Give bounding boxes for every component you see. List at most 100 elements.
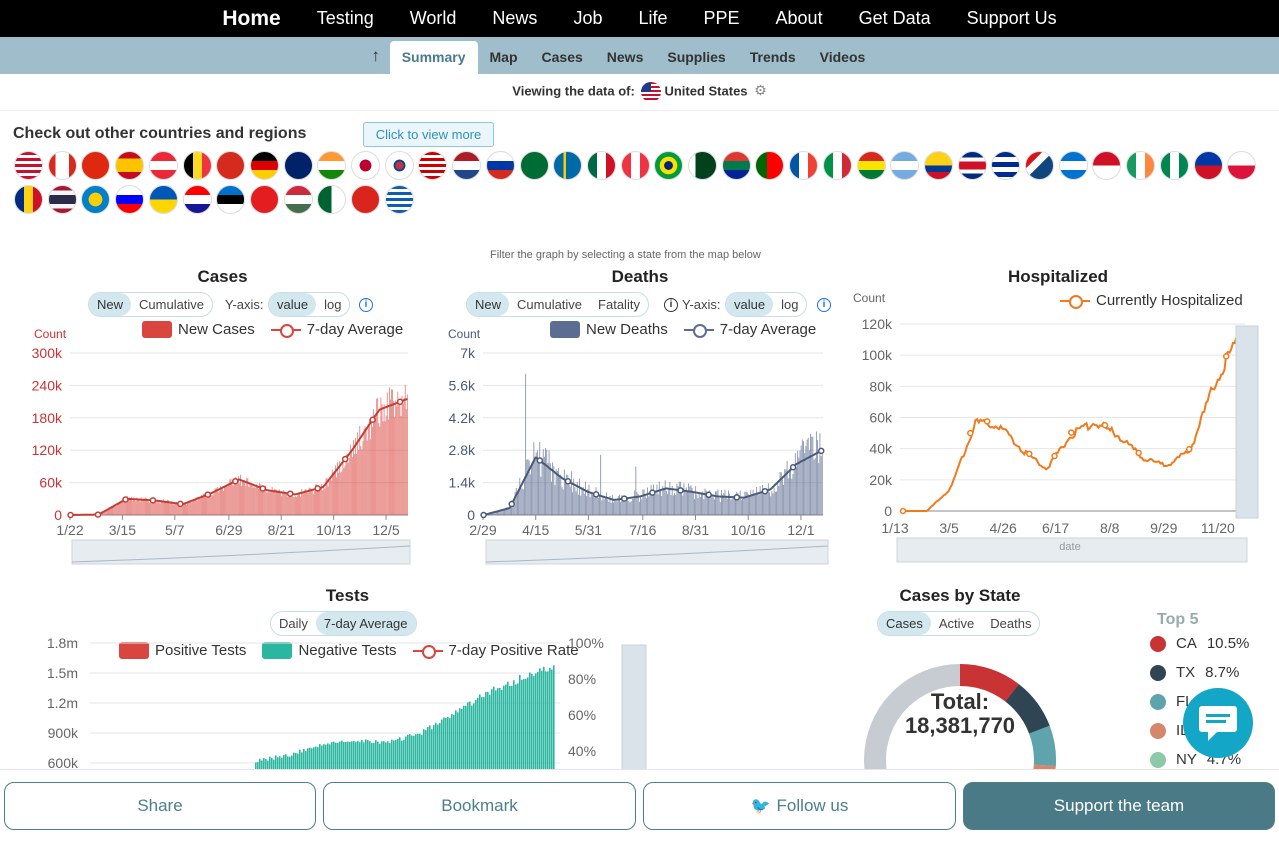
negative-tests-swatch[interactable] xyxy=(262,642,293,659)
country-flag-icon[interactable] xyxy=(182,185,212,214)
country-flag-icon[interactable] xyxy=(485,151,515,180)
country-flag-icon[interactable] xyxy=(957,151,987,180)
tab-supplies[interactable]: Supplies xyxy=(667,49,726,65)
nav-world[interactable]: World xyxy=(409,8,457,28)
share-button[interactable]: Share xyxy=(4,782,316,830)
country-flag-icon[interactable] xyxy=(81,151,111,180)
country-flag-icon[interactable] xyxy=(1058,151,1088,180)
country-flag-icon[interactable] xyxy=(351,151,380,180)
state-mode-cases[interactable]: Cases xyxy=(878,612,931,635)
country-flag-icon[interactable] xyxy=(755,151,785,180)
country-flag-icon[interactable] xyxy=(586,151,616,180)
country-flag-icon[interactable] xyxy=(115,151,145,180)
country-flag-icon[interactable] xyxy=(519,151,549,180)
country-flag-icon[interactable] xyxy=(789,151,819,180)
country-flag-icon[interactable] xyxy=(1193,151,1223,180)
country-flag-icon[interactable] xyxy=(822,151,852,180)
hosp-swatch[interactable] xyxy=(1060,294,1090,309)
gear-icon[interactable]: ⚙ xyxy=(754,82,767,99)
country-flag-icon[interactable] xyxy=(384,151,414,180)
state-mode-deaths[interactable]: Deaths xyxy=(990,616,1032,631)
country-flag-icon[interactable] xyxy=(351,185,380,214)
country-flag-icon[interactable] xyxy=(1126,151,1156,180)
nav-about[interactable]: About xyxy=(775,8,823,28)
country-flag-icon[interactable] xyxy=(148,185,178,214)
country-flag-icon[interactable] xyxy=(688,151,717,180)
country-flag-icon[interactable] xyxy=(317,151,347,180)
deaths-scale-value[interactable]: value xyxy=(726,293,774,316)
tab-cases[interactable]: Cases xyxy=(541,49,583,65)
country-flag-icon[interactable] xyxy=(216,185,246,214)
country-flag-icon[interactable] xyxy=(923,151,953,180)
country-flag-icon[interactable] xyxy=(14,151,43,180)
top5-item[interactable]: CA 10.5% xyxy=(1150,635,1249,652)
new-cases-swatch[interactable] xyxy=(142,321,172,338)
tests-mode-daily[interactable]: Daily xyxy=(279,616,308,631)
cases-scale-value[interactable]: value xyxy=(269,293,317,316)
country-flag-icon[interactable] xyxy=(384,185,414,214)
nav-job[interactable]: Job xyxy=(573,8,603,28)
chat-button[interactable] xyxy=(1183,688,1253,758)
country-flag-icon[interactable] xyxy=(249,185,279,214)
country-flag-icon[interactable] xyxy=(890,151,920,180)
deaths-avg-swatch[interactable] xyxy=(683,323,714,338)
country-flag-icon[interactable] xyxy=(1159,151,1189,180)
deaths-info-icon[interactable]: i xyxy=(817,298,831,312)
tab-summary[interactable]: Summary xyxy=(389,41,478,74)
view-more-button[interactable]: Click to view more xyxy=(363,122,494,147)
deaths-mode-cumulative[interactable]: Cumulative xyxy=(517,297,583,312)
state-mode-active[interactable]: Active xyxy=(938,616,975,631)
viewing-country[interactable]: United States xyxy=(664,83,748,99)
tab-videos[interactable]: Videos xyxy=(819,49,866,65)
country-flag-icon[interactable] xyxy=(216,151,246,180)
tab-trends[interactable]: Trends xyxy=(749,49,796,65)
nav-support-us[interactable]: Support Us xyxy=(966,8,1057,28)
country-flag-icon[interactable] xyxy=(991,151,1021,180)
country-flag-icon[interactable] xyxy=(283,151,313,180)
country-flag-icon[interactable] xyxy=(47,151,77,180)
country-flag-icon[interactable] xyxy=(317,185,347,214)
positive-rate-swatch[interactable] xyxy=(412,644,443,659)
cases-info-icon[interactable]: i xyxy=(359,298,373,312)
nav-testing[interactable]: Testing xyxy=(316,8,374,28)
tab-news[interactable]: News xyxy=(606,49,644,65)
country-flag-icon[interactable] xyxy=(148,151,178,180)
up-arrow-icon[interactable]: ↑ xyxy=(371,45,380,65)
country-flag-icon[interactable] xyxy=(654,151,684,180)
nav-news[interactable]: News xyxy=(492,8,538,28)
country-flag-icon[interactable] xyxy=(856,151,886,180)
nav-home[interactable]: Home xyxy=(222,6,281,30)
country-flag-icon[interactable] xyxy=(81,185,111,214)
support-team-button[interactable]: Support the team xyxy=(963,782,1275,830)
cases-mode-new[interactable]: New xyxy=(89,293,132,316)
country-flag-icon[interactable] xyxy=(418,151,448,180)
country-flag-icon[interactable] xyxy=(721,151,751,180)
nav-life[interactable]: Life xyxy=(638,8,668,28)
bookmark-button[interactable]: Bookmark xyxy=(323,782,636,830)
country-flag-icon[interactable] xyxy=(283,185,313,214)
country-flag-icon[interactable] xyxy=(1025,151,1054,180)
nav-ppe[interactable]: PPE xyxy=(703,8,740,28)
country-flag-icon[interactable] xyxy=(115,185,145,214)
country-flag-icon[interactable] xyxy=(249,151,279,180)
deaths-mode-fatality[interactable]: Fatality xyxy=(598,297,640,312)
country-flag-icon[interactable] xyxy=(14,185,43,214)
country-flag-icon[interactable] xyxy=(182,151,212,180)
nav-get-data[interactable]: Get Data xyxy=(858,8,931,28)
country-flag-icon[interactable] xyxy=(620,151,650,180)
follow-button[interactable]: 🐦 Follow us xyxy=(643,782,956,830)
cases-mode-cumulative[interactable]: Cumulative xyxy=(139,297,205,312)
country-flag-icon[interactable] xyxy=(1092,151,1122,180)
country-flag-icon[interactable] xyxy=(553,151,583,180)
cases-avg-swatch[interactable] xyxy=(270,323,301,338)
new-deaths-swatch[interactable] xyxy=(550,321,580,338)
cases-scale-log[interactable]: log xyxy=(324,297,342,312)
country-flag-icon[interactable] xyxy=(1227,151,1257,180)
tab-map[interactable]: Map xyxy=(489,49,518,65)
deaths-fatality-info-icon[interactable]: i xyxy=(664,298,678,312)
deaths-scale-log[interactable]: log xyxy=(781,297,799,312)
deaths-mode-new[interactable]: New xyxy=(467,293,510,316)
top5-item[interactable]: TX 8.7% xyxy=(1150,664,1239,681)
positive-tests-swatch[interactable] xyxy=(119,642,149,659)
country-flag-icon[interactable] xyxy=(47,185,77,214)
